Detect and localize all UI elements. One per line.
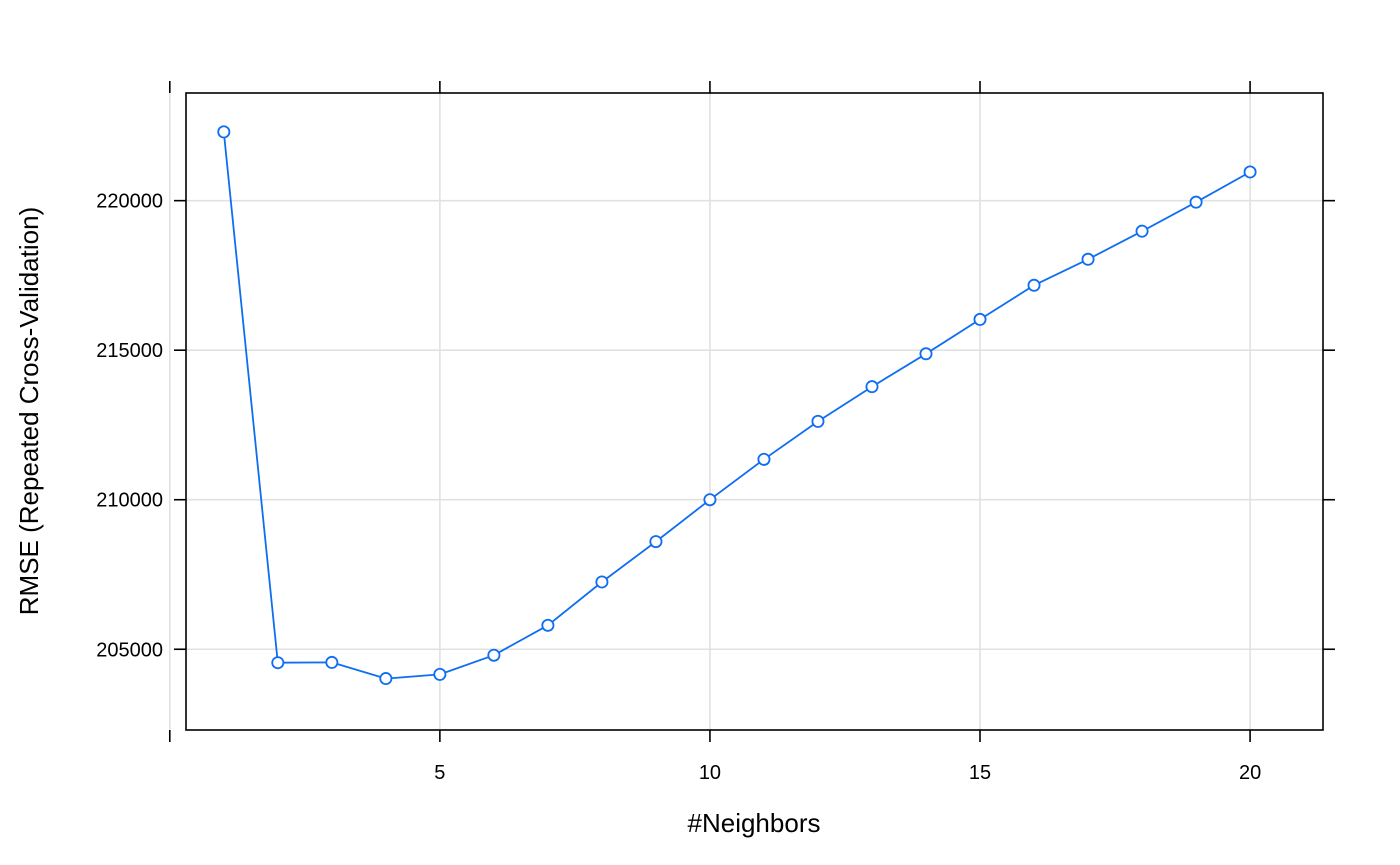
data-point [433,667,447,681]
data-point [595,575,609,589]
data-point [217,125,231,139]
y-axis-title: RMSE (Repeated Cross-Validation) [14,207,44,615]
x-tick-label: 5 [434,762,445,784]
x-tick-label: 15 [969,762,991,784]
data-point [325,655,339,669]
data-point [1135,224,1149,238]
x-tick-label: 20 [1239,762,1261,784]
y-tick-label: 220000 [96,191,163,213]
data-point [703,493,717,507]
data-point [487,648,501,662]
y-tick-label: 210000 [96,490,163,512]
data-point [865,380,879,394]
data-point [811,414,825,428]
data-point [379,672,393,686]
y-tick-label: 205000 [96,639,163,661]
data-point [271,656,285,670]
axis-ticks: 5 10 15 20 205000 210000 215000 220000 [96,81,1335,784]
series-line [222,131,1251,680]
data-point [649,535,663,549]
x-tick-label: 10 [699,762,721,784]
data-point [757,452,771,466]
x-axis-title: #Neighbors [688,808,821,838]
data-point [1243,165,1257,179]
data-point [1081,252,1095,266]
plot-frame [185,92,1324,731]
data-point [1027,278,1041,292]
data-point [1189,195,1203,209]
data-point [919,347,933,361]
y-tick-label: 215000 [96,340,163,362]
data-point [973,312,987,326]
gridlines [168,93,1323,730]
data-point [541,618,555,632]
series-layer [217,125,1257,686]
